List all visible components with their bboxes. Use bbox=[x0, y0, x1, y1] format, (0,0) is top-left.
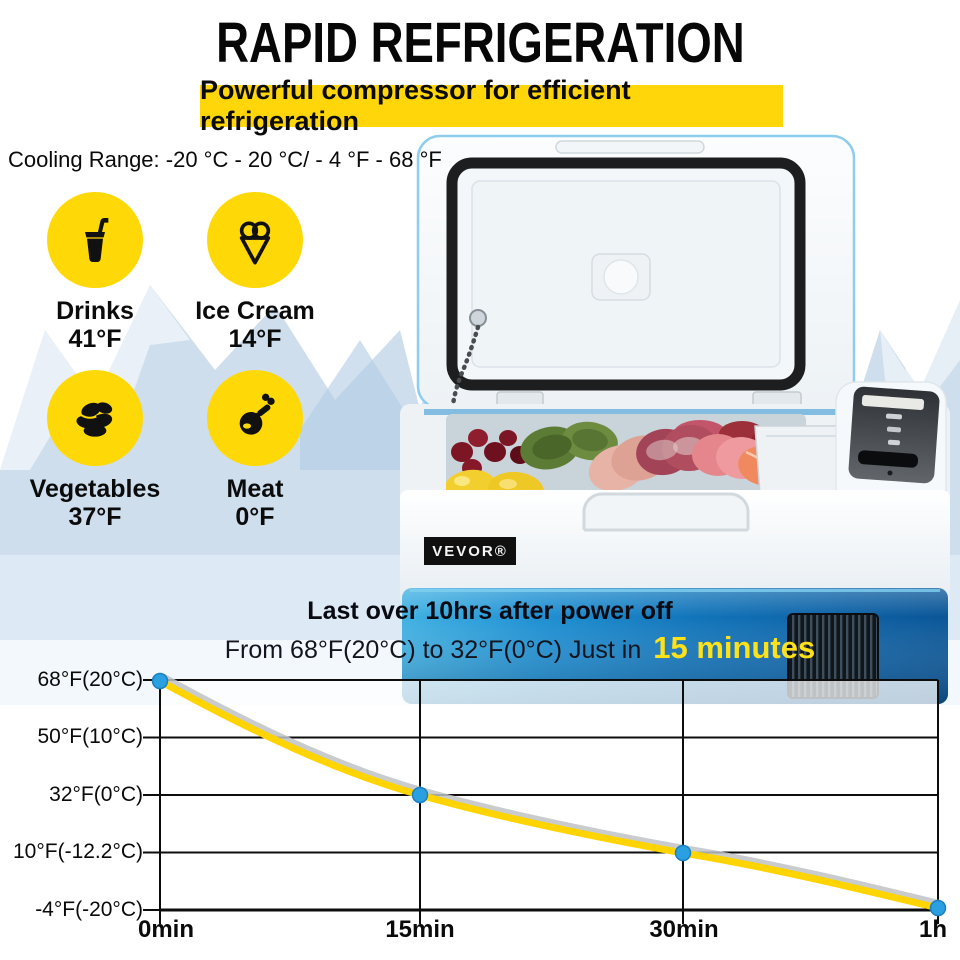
data-point-0min bbox=[151, 672, 169, 690]
x-axis-label: 30min bbox=[649, 916, 719, 943]
data-points bbox=[151, 672, 947, 917]
category-ice-cream: Ice Cream 14°F bbox=[173, 192, 337, 353]
claim-subline: From 68°F(20°C) to 32°F(0°C) Just in 15 … bbox=[80, 630, 960, 666]
drink-cup-icon bbox=[85, 218, 109, 262]
data-point-30min bbox=[674, 844, 692, 862]
category-meat: Meat 0°F bbox=[173, 370, 337, 531]
x-axis-label: 1h bbox=[918, 916, 948, 943]
category-label: Vegetables bbox=[29, 475, 161, 503]
y-axis-label: 10°F(-12.2°C) bbox=[13, 840, 143, 863]
data-point-15min bbox=[411, 786, 429, 804]
category-temp: 14°F bbox=[228, 325, 282, 353]
category-label: Ice Cream bbox=[195, 297, 315, 325]
category-label: Drinks bbox=[56, 297, 134, 325]
vegetables-icon bbox=[76, 402, 113, 437]
data-point-1h bbox=[929, 899, 947, 917]
cooling-curve-shadow bbox=[161, 673, 942, 908]
subtitle-banner: Powerful compressor for efficient refrig… bbox=[200, 75, 783, 136]
page-title: RAPID REFRIGERATION bbox=[215, 11, 745, 75]
meat-drumstick-icon bbox=[239, 393, 275, 435]
claim-prefix: From 68°F(20°C) to 32°F(0°C) Just in bbox=[224, 636, 642, 664]
subtitle-banner-text: Powerful compressor for efficient refrig… bbox=[200, 75, 631, 136]
y-axis-label: 68°F(20°C) bbox=[37, 668, 144, 691]
fridge-body bbox=[400, 381, 950, 704]
y-axis-label: 32°F(0°C) bbox=[49, 783, 143, 806]
category-temp: 0°F bbox=[235, 503, 275, 531]
category-vegetables: Vegetables 37°F bbox=[13, 370, 177, 531]
x-axis-label: 15min bbox=[385, 916, 455, 943]
fridge-lid-open bbox=[416, 134, 856, 426]
cooling-curve bbox=[156, 677, 942, 912]
y-axis-label: 50°F(10°C) bbox=[37, 725, 144, 748]
category-label: Meat bbox=[226, 475, 284, 503]
category-temp: 41°F bbox=[68, 325, 122, 353]
x-axis-label: 0min bbox=[137, 916, 195, 943]
cooling-range-text: Cooling Range: -20 °C - 20 °C/ - 4 °F - … bbox=[8, 147, 442, 172]
claim-heading: Last over 10hrs after power off bbox=[307, 597, 673, 625]
ice-cream-cone-icon bbox=[239, 221, 271, 265]
brand-badge: VEVOR® bbox=[424, 537, 516, 565]
category-temp: 37°F bbox=[68, 503, 122, 531]
brand-name: VEVOR® bbox=[432, 542, 508, 560]
claim-highlight: 15 minutes bbox=[653, 630, 816, 665]
category-drinks: Drinks 41°F bbox=[13, 192, 177, 353]
chart-ticks bbox=[143, 679, 939, 924]
y-axis-label: -4°F(-20°C) bbox=[35, 898, 143, 921]
